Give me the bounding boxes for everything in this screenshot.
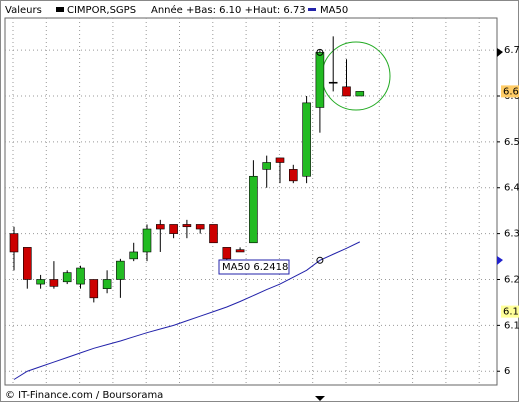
candle-body [315, 52, 325, 108]
y-tick-label: 6.5 [504, 137, 519, 148]
candle-body [169, 224, 178, 234]
candle-body [156, 224, 165, 230]
ma-point [316, 256, 324, 264]
high-point [316, 48, 324, 56]
candle-body [22, 247, 32, 280]
header-swatch [56, 7, 64, 12]
candle-body [49, 279, 59, 287]
y-tick-label: 6.3 [504, 229, 519, 240]
candle-body [182, 224, 192, 228]
axis-arrow [497, 256, 503, 265]
price-marker-label: 6.1 [503, 307, 519, 318]
candle-body [235, 249, 245, 253]
y-tick-label: 6.2 [504, 274, 519, 285]
legend-swatch [308, 8, 316, 11]
price-marker [501, 305, 519, 318]
candle-body [116, 260, 125, 280]
price-marker [501, 85, 519, 98]
candle-body [9, 233, 19, 253]
annotation: MA50 6.2418 [222, 262, 288, 273]
annotation-box [218, 259, 290, 275]
candle-body [302, 102, 311, 177]
candle-body [129, 251, 138, 260]
candle-body [262, 162, 272, 170]
ma-line [13, 241, 361, 380]
candle-body [288, 169, 298, 182]
candle-body [195, 224, 205, 230]
y-tick-label: 6.7 [504, 45, 519, 56]
candle-body [76, 267, 85, 285]
candle-body [249, 175, 258, 244]
candle-body [142, 228, 152, 253]
candle-body [102, 279, 112, 289]
legend-label: MA50 [320, 5, 348, 16]
candle-body [62, 272, 72, 283]
candle-body [89, 279, 99, 299]
y-tick-label: 6.4 [504, 183, 519, 194]
header-range: Année +Bas: 6.10 +Haut: 6.73 [151, 4, 306, 16]
y-tick-label: 6 [504, 366, 510, 377]
candle-body [36, 279, 45, 285]
header-symbol: CIMPOR,SGPS [67, 5, 136, 16]
header-label: Valeurs [5, 5, 42, 16]
candle-body [275, 157, 285, 163]
footer: © IT-Finance.com / Boursorama [5, 390, 163, 401]
candle-body [342, 86, 351, 97]
cursor-arrow [315, 396, 325, 401]
price-marker-label: 6.6 [503, 86, 519, 97]
candle-body [222, 247, 232, 260]
candle-body [328, 81, 338, 84]
candle-body [355, 91, 365, 97]
candle-body [209, 224, 218, 244]
y-tick-label: 6.1 [504, 320, 519, 331]
